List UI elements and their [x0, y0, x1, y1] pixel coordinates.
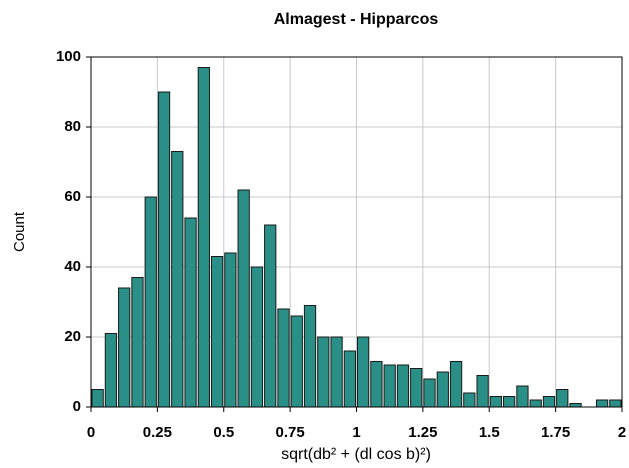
bar — [410, 368, 423, 408]
x-tick-label: 0 — [87, 424, 95, 441]
y-axis-label: Count — [11, 211, 28, 252]
bar — [197, 67, 210, 408]
bar — [118, 287, 131, 408]
plot-frame — [90, 56, 623, 408]
x-tick-label: 2 — [618, 424, 626, 441]
bar — [317, 336, 330, 408]
bar — [277, 308, 290, 408]
bar — [436, 371, 449, 408]
bar — [171, 151, 184, 408]
bar — [131, 277, 144, 408]
bar — [516, 385, 529, 408]
y-tick-label: 0 — [73, 398, 81, 415]
bar — [556, 389, 569, 408]
y-tick-label: 100 — [56, 48, 81, 65]
bar — [357, 336, 370, 408]
bar — [383, 364, 396, 408]
bar — [290, 315, 303, 408]
bar — [210, 256, 224, 408]
bar — [569, 403, 582, 408]
x-tick-label: 1.25 — [408, 424, 437, 441]
y-tick-label: 60 — [64, 188, 81, 205]
bar — [396, 364, 410, 408]
bar — [476, 375, 489, 408]
x-tick-label: 1 — [352, 424, 360, 441]
bar — [503, 396, 516, 408]
x-tick-label: 1.5 — [479, 424, 500, 441]
bar — [264, 224, 277, 408]
y-tick-label: 20 — [64, 328, 81, 345]
bar — [370, 361, 383, 408]
x-tick-label: 0.5 — [213, 424, 234, 441]
bar — [104, 333, 118, 408]
bar — [330, 336, 343, 408]
bar — [542, 396, 556, 408]
bar — [303, 305, 317, 408]
bar — [224, 252, 237, 408]
bar — [423, 378, 436, 408]
chart-title: Almagest - Hipparcos — [274, 11, 439, 28]
bar — [184, 217, 197, 408]
bar — [489, 396, 503, 408]
bar — [449, 361, 463, 408]
bar — [609, 399, 622, 408]
bar — [237, 189, 250, 408]
bar — [463, 392, 476, 408]
bar — [595, 399, 609, 408]
bar — [91, 389, 104, 408]
x-tick-label: 0.25 — [143, 424, 172, 441]
y-tick-label: 40 — [64, 258, 81, 275]
bar — [343, 350, 357, 408]
y-tick-label: 80 — [64, 118, 81, 135]
bar — [157, 91, 171, 408]
bar — [529, 399, 542, 408]
bar — [250, 266, 264, 408]
bar — [144, 196, 157, 408]
x-tick-label: 0.75 — [276, 424, 305, 441]
x-axis-label: sqrt(db² + (dl cos b)²) — [281, 446, 431, 463]
x-tick-label: 1.75 — [541, 424, 570, 441]
